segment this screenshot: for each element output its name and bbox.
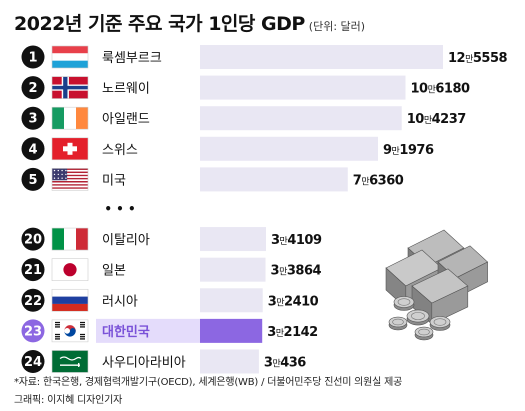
rank-badge xyxy=(21,137,45,161)
country-label: 스위스 xyxy=(102,143,138,158)
rank-number: 5 xyxy=(28,173,37,188)
ellipsis: • • • xyxy=(104,202,135,216)
chart-title-text: 2022년 기준 주요 국가 1인당 GDP xyxy=(14,13,305,35)
value-label: 9만1976 xyxy=(383,143,434,158)
rank-number: 23 xyxy=(24,324,42,339)
rank-badge xyxy=(21,319,45,343)
bar xyxy=(200,45,443,69)
rank-badge xyxy=(21,76,45,100)
bar-row: 4 스위스 9만1976 xyxy=(21,136,434,161)
graphic-credit: 그래픽: 이지혜 디자인기자 xyxy=(14,395,123,406)
bar xyxy=(200,288,263,313)
saudi-arabia-flag-icon xyxy=(51,350,89,373)
rank-badge xyxy=(21,227,45,251)
unit-note: (단위: 달러) xyxy=(308,20,366,33)
rank-badge xyxy=(21,45,45,69)
bar-row: 20 이탈리아 3만4109 xyxy=(21,227,322,252)
rank-number: 21 xyxy=(24,263,42,278)
rank-badge xyxy=(21,167,45,191)
value-label: 3만2142 xyxy=(267,325,318,340)
rank-badge xyxy=(21,288,45,312)
country-label: 미국 xyxy=(102,173,126,188)
bar xyxy=(200,106,402,131)
rank-number: 20 xyxy=(24,233,42,248)
country-label: 대한민국 xyxy=(102,324,150,340)
ireland-flag-icon xyxy=(51,106,89,130)
rank-number: 22 xyxy=(24,294,42,309)
chart-title: 2022년 기준 주요 국가 1인당 GDP (단위: 달러) xyxy=(14,9,514,39)
country-label: 아일랜드 xyxy=(102,112,150,127)
bar-row: 22 러시아 3만2410 xyxy=(21,288,319,313)
country-label: 노르웨이 xyxy=(102,82,150,97)
rank-number: 4 xyxy=(28,142,37,157)
bar xyxy=(200,167,348,192)
bar xyxy=(200,136,379,161)
source-note: *자료: 한국은행, 경제협력개발기구(OECD), 세계은행(WB) / 더불… xyxy=(14,377,403,388)
bar xyxy=(200,257,266,282)
bar-row: 1 룩셈부르크 12만5558 xyxy=(21,45,508,69)
value-label: 12만5558 xyxy=(448,51,508,66)
rank-badge xyxy=(21,258,45,282)
value-label: 3만2410 xyxy=(268,294,319,309)
rank-badge xyxy=(21,349,45,373)
bar-row: 24 사우디아라비아 3만436 xyxy=(21,349,307,374)
south-korea-flag-icon xyxy=(51,319,89,343)
bar xyxy=(200,318,263,343)
country-label: 사우디아라비아 xyxy=(102,355,186,370)
value-label: 10만4237 xyxy=(407,112,467,127)
value-label: 3만3864 xyxy=(271,264,322,279)
bar xyxy=(200,349,259,374)
russia-flag-icon xyxy=(51,288,89,312)
value-label: 7만6360 xyxy=(353,173,404,188)
rank-badge xyxy=(21,106,45,130)
value-label: 3만436 xyxy=(264,355,306,370)
rank-number: 1 xyxy=(28,51,37,66)
country-label: 룩셈부르크 xyxy=(102,51,162,66)
italy-flag-icon xyxy=(51,227,89,251)
usa-flag-icon xyxy=(51,168,89,191)
rank-number: 2 xyxy=(28,81,37,96)
bar-row: 5 미국 7만6360 xyxy=(21,167,404,192)
bar-row: 21 일본 3만3864 xyxy=(21,257,322,282)
bar xyxy=(200,227,267,252)
highlight-label-bg xyxy=(96,318,200,343)
value-label: 10만6180 xyxy=(410,82,470,97)
money-stack-icon xyxy=(385,229,489,341)
bar xyxy=(200,75,406,100)
bar-row: 2 노르웨이 10만6180 xyxy=(21,75,471,100)
rank-number: 24 xyxy=(24,355,42,370)
country-label: 이탈리아 xyxy=(102,233,150,248)
value-label: 3만4109 xyxy=(271,233,322,248)
bar-row: 3 아일랜드 10만4237 xyxy=(21,106,467,131)
bar-row: 23 대한민국 3만2142 xyxy=(21,318,318,343)
rank-number: 3 xyxy=(28,112,37,127)
japan-flag-icon xyxy=(51,258,89,281)
norway-flag-icon xyxy=(51,76,89,99)
country-label: 러시아 xyxy=(102,294,138,309)
switzerland-flag-icon xyxy=(51,137,89,161)
country-label: 일본 xyxy=(102,264,126,279)
luxembourg-flag-icon xyxy=(51,45,89,69)
